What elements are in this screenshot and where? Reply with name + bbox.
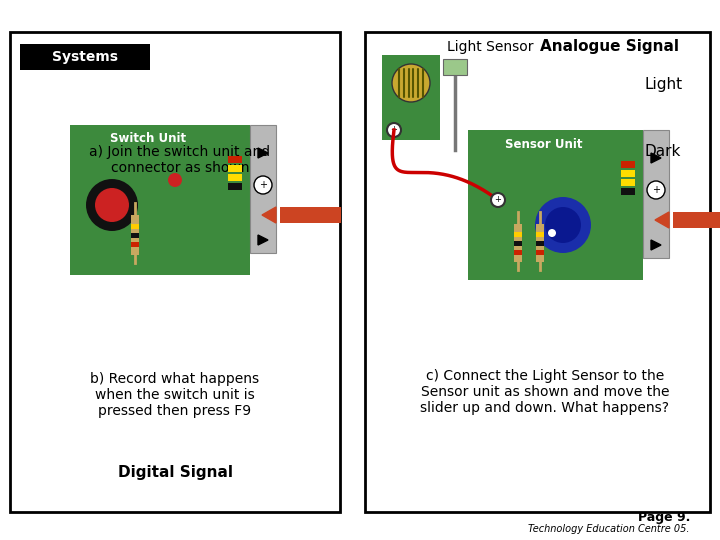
Bar: [365, 32, 710, 512]
Polygon shape: [262, 207, 276, 223]
Bar: [228, 165, 242, 172]
Circle shape: [168, 173, 182, 187]
Polygon shape: [655, 212, 669, 228]
Circle shape: [548, 229, 556, 237]
Circle shape: [545, 207, 581, 243]
Bar: [621, 188, 635, 195]
Bar: [536, 232, 544, 237]
Circle shape: [86, 179, 138, 231]
Polygon shape: [651, 240, 661, 250]
Bar: [621, 179, 635, 186]
Text: Systems: Systems: [52, 50, 118, 64]
Polygon shape: [258, 148, 268, 158]
Bar: [20, 44, 150, 70]
Bar: [228, 174, 242, 181]
Bar: [443, 59, 467, 75]
Text: Page 9.: Page 9.: [638, 511, 690, 524]
Bar: [514, 241, 522, 246]
Text: Digital Signal: Digital Signal: [117, 464, 233, 480]
Bar: [228, 183, 242, 190]
Text: Sensor Unit: Sensor Unit: [505, 138, 582, 151]
Circle shape: [392, 64, 430, 102]
Bar: [643, 130, 669, 258]
Circle shape: [95, 188, 129, 222]
Text: +: +: [259, 180, 267, 190]
Bar: [131, 224, 139, 229]
Text: b) Record what happens
when the switch unit is
pressed then press F9: b) Record what happens when the switch u…: [91, 372, 260, 418]
Bar: [70, 125, 250, 275]
Bar: [621, 170, 635, 177]
Bar: [536, 241, 544, 246]
Text: Light Sensor: Light Sensor: [446, 40, 534, 54]
Polygon shape: [258, 235, 268, 245]
Text: a) Join the switch unit and
connector as shown: a) Join the switch unit and connector as…: [89, 145, 271, 175]
Text: c) Connect the Light Sensor to the
Sensor unit as shown and move the
slider up a: c) Connect the Light Sensor to the Senso…: [420, 369, 670, 415]
Bar: [10, 32, 340, 512]
Polygon shape: [651, 153, 661, 163]
Bar: [514, 232, 522, 237]
Text: +: +: [495, 195, 501, 205]
Bar: [514, 250, 522, 255]
Bar: [228, 156, 242, 163]
Text: Analogue Signal: Analogue Signal: [541, 39, 680, 55]
Circle shape: [387, 123, 401, 137]
Bar: [131, 242, 139, 247]
Bar: [131, 215, 139, 255]
Text: Technology Education Centre 05.: Technology Education Centre 05.: [528, 524, 690, 534]
Bar: [514, 224, 522, 262]
Text: Light: Light: [645, 78, 683, 92]
Circle shape: [491, 193, 505, 207]
Bar: [536, 224, 544, 262]
Text: Dark: Dark: [645, 145, 681, 159]
Text: Switch Unit: Switch Unit: [110, 132, 186, 145]
Text: +: +: [390, 125, 397, 134]
Circle shape: [254, 176, 272, 194]
Bar: [673, 212, 720, 228]
Bar: [131, 233, 139, 238]
Circle shape: [535, 197, 591, 253]
Bar: [468, 130, 643, 280]
Bar: [536, 250, 544, 255]
Bar: [382, 55, 440, 140]
Text: +: +: [652, 185, 660, 195]
Bar: [280, 207, 341, 223]
Bar: [621, 161, 635, 168]
Circle shape: [647, 181, 665, 199]
Bar: [250, 125, 276, 253]
